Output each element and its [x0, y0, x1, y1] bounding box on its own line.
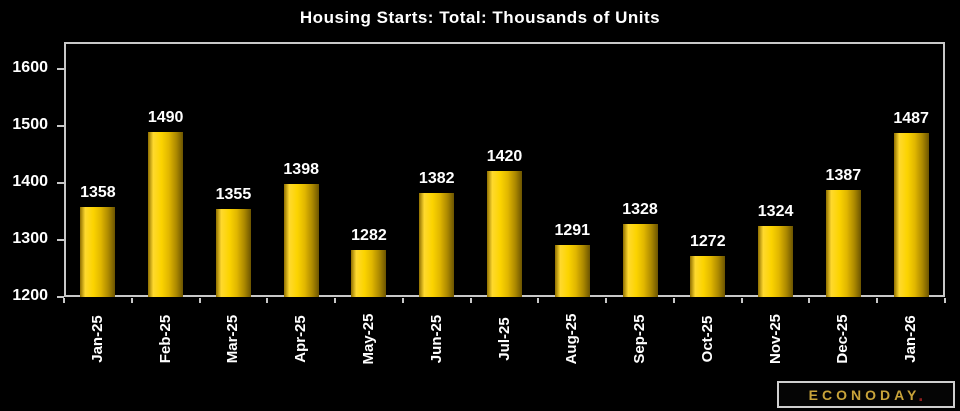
x-axis-category-label: May-25 [359, 313, 377, 365]
bar-nov-25 [758, 226, 794, 297]
bar-value-label: 1420 [486, 148, 523, 166]
chart-title: Housing Starts: Total: Thousands of Unit… [299, 8, 661, 27]
bar-mar-25 [215, 208, 251, 297]
x-axis-tick-mark [334, 298, 337, 303]
y-axis-tick-mark [57, 181, 64, 184]
x-axis-tick-mark [130, 298, 133, 303]
x-axis-tick-mark [876, 298, 879, 303]
x-axis-category-label: Dec-25 [834, 314, 852, 364]
bar-dec-25 [825, 190, 861, 297]
y-axis-tick-label: 1500 [12, 115, 48, 133]
x-axis-category-label: Jan-25 [88, 315, 106, 363]
x-axis-tick-mark [808, 298, 811, 303]
x-axis-tick-mark [537, 298, 540, 303]
x-axis-tick-mark [63, 298, 65, 303]
y-axis-tick-label: 1600 [12, 58, 48, 76]
x-axis-category-label: Mar-25 [224, 314, 242, 364]
x-axis-category-label: Sep-25 [631, 314, 649, 364]
bar-apr-25 [283, 184, 319, 297]
y-axis-tick-label: 1200 [12, 287, 48, 304]
x-axis-category-label: Feb-25 [156, 314, 174, 364]
x-axis-category-label: Jul-25 [495, 317, 513, 361]
bar-jul-25 [487, 171, 522, 297]
bar-aug-25 [554, 245, 590, 297]
bar-value-label: 1382 [418, 170, 455, 188]
x-axis-category-label: Nov-25 [766, 313, 784, 365]
bar-value-label: 1324 [757, 203, 794, 221]
bar-sep-25 [622, 223, 658, 297]
bar-may-25 [351, 250, 387, 297]
x-axis-tick-mark [740, 298, 743, 303]
bar-value-label: 1398 [283, 161, 319, 179]
y-axis-tick-label: 1400 [12, 172, 48, 190]
y-axis-tick-mark [57, 238, 64, 241]
x-axis-category-label: Jun-25 [427, 314, 445, 364]
x-axis-tick-mark [944, 298, 946, 303]
bar-jan-25 [80, 206, 116, 297]
x-axis-tick-mark [469, 298, 472, 303]
y-axis-tick-label: 1300 [12, 229, 48, 247]
bar-jun-25 [419, 193, 455, 297]
x-axis-category-label: Apr-25 [292, 315, 310, 363]
bar-value-label: 1387 [825, 167, 862, 185]
bar-value-label: 1487 [893, 110, 929, 128]
x-axis-category-label: Aug-25 [563, 313, 581, 365]
x-axis-tick-mark [266, 298, 269, 303]
bar-feb-25 [148, 131, 184, 297]
bar-jan-26 [893, 133, 929, 297]
bar-value-label: 1328 [622, 200, 658, 218]
econoday-logo: ECONODAY . [777, 381, 955, 408]
bar-value-label: 1291 [554, 222, 591, 240]
bar-value-label: 1355 [215, 185, 252, 203]
y-axis-tick-mark [57, 124, 64, 127]
bar-value-label: 1272 [690, 232, 726, 250]
y-axis-tick-mark [57, 296, 64, 298]
econoday-logo-dot: . [918, 384, 924, 405]
x-axis-tick-mark [605, 298, 608, 303]
x-axis-tick-mark [198, 298, 201, 303]
bar-value-label: 1282 [351, 227, 387, 245]
bar-value-label: 1490 [147, 108, 184, 126]
x-axis-category-label: Oct-25 [698, 315, 716, 363]
econoday-logo-text: ECONODAY [808, 386, 921, 403]
x-axis-tick-mark [672, 298, 675, 303]
x-axis-tick-mark [401, 298, 404, 303]
y-axis-tick-mark [57, 67, 64, 70]
bar-oct-25 [690, 255, 726, 297]
x-axis-category-label: Jan-26 [902, 315, 920, 363]
bar-value-label: 1358 [80, 183, 116, 201]
